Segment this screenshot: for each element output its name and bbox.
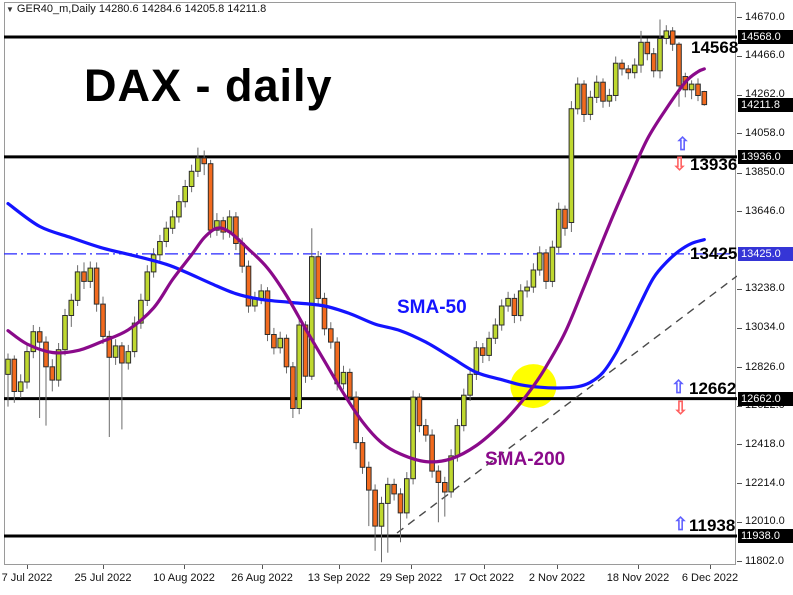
date-label: 10 Aug 2022 [153, 572, 215, 584]
date-tick [184, 565, 185, 569]
price-tick-label: 13646.0 [745, 204, 785, 217]
time-axis[interactable]: 7 Jul 2022 25 Jul 2022 10 Aug 2022 26 Au… [0, 565, 793, 595]
date-tick [103, 565, 104, 569]
level-label-11938[interactable]: 11938 [689, 516, 736, 535]
price-badge-13425.0: 13425.0 [738, 246, 793, 261]
arrow-down-icon[interactable]: ⇩ [672, 154, 688, 174]
price-tick [737, 17, 742, 19]
price-tick [737, 172, 742, 174]
date-label: 2 Nov 2022 [528, 572, 586, 584]
price-tick-label: 14466.0 [745, 49, 785, 62]
price-tick [737, 327, 742, 329]
arrow-up-icon[interactable]: ⇧ [673, 514, 689, 534]
date-tick [638, 565, 639, 569]
date-tick [411, 565, 412, 569]
price-tick [737, 211, 742, 213]
date-tick [339, 565, 340, 569]
price-badge-11938.0: 11938.0 [738, 529, 793, 543]
price-tick [737, 133, 742, 135]
level-label-13936[interactable]: 13936 [690, 155, 738, 174]
level-label-13425[interactable]: 13425 [690, 244, 738, 263]
price-tick-label: 11802.0 [745, 554, 784, 567]
sma50-line[interactable] [6, 202, 706, 390]
candles-layer [5, 19, 708, 563]
date-label: 25 Jul 2022 [74, 572, 132, 584]
price-tick-label: 14058.0 [745, 126, 785, 139]
price-tick [737, 521, 742, 523]
price-tick [737, 94, 742, 96]
price-tick [737, 367, 742, 368]
price-tick [737, 561, 742, 563]
price-tick [737, 444, 742, 446]
date-label: 6 Dec 2022 [681, 572, 739, 584]
price-tick [737, 288, 742, 290]
date-tick [710, 565, 711, 569]
level-label-12662[interactable]: 12662 [689, 379, 737, 398]
sma200-label-annotation[interactable]: SMA-200 [485, 449, 566, 470]
price-tick-label: 12418.0 [745, 437, 785, 450]
level-label-14568[interactable]: 14568 [691, 38, 739, 57]
price-tick [737, 55, 742, 57]
price-tick-label: 13034.0 [745, 321, 785, 333]
price-badge-13936.0: 13936.0 [738, 149, 793, 164]
date-tick [484, 565, 485, 569]
arrow-down-icon[interactable]: ⇩ [673, 398, 689, 418]
price-tick-label: 12010.0 [745, 515, 785, 528]
arrow-up-icon[interactable]: ⇧ [671, 377, 687, 397]
symbol-ohlc-text: GER40_m,Daily 14280.6 14284.6 14205.8 14… [16, 3, 267, 15]
date-label: 7 Jul 2022 [1, 572, 53, 584]
price-badge-14211.8: 14211.8 [738, 97, 793, 112]
price-tick-label: 14670.0 [745, 10, 785, 23]
price-tick-label: 12826.0 [745, 360, 785, 373]
price-axis[interactable]: 14670.0 14466.0 14262.0 14058.0 13850.0 … [737, 0, 793, 567]
price-tick-label: 13850.0 [745, 166, 785, 179]
symbol-info-bar: ▼ GER40_m,Daily 14280.6 14284.6 14205.8 1… [6, 3, 266, 15]
sma200-line[interactable] [6, 67, 706, 464]
price-tick-label: 14262.0 [745, 88, 785, 101]
arrow-up-icon[interactable]: ⇧ [675, 134, 691, 154]
chart-title-annotation[interactable]: DAX - daily [84, 60, 333, 111]
price-tick [737, 483, 742, 485]
price-badge-14568.0: 14568.0 [738, 30, 793, 44]
date-label: 29 Sep 2022 [379, 572, 443, 584]
date-tick [557, 565, 558, 569]
price-tick-label: 12214.0 [745, 476, 785, 489]
date-tick [27, 565, 28, 569]
price-badge-12662.0: 12662.0 [738, 391, 793, 406]
date-label: 17 Oct 2022 [454, 572, 514, 584]
sma50-label-annotation[interactable]: SMA-50 [397, 297, 467, 318]
date-tick [262, 565, 263, 569]
date-label: 13 Sep 2022 [307, 572, 371, 584]
date-label: 26 Aug 2022 [231, 572, 293, 584]
price-tick [737, 405, 742, 407]
price-tick-label: 13238.0 [745, 282, 785, 295]
date-label: 18 Nov 2022 [606, 572, 670, 584]
symbol-dropdown-icon[interactable]: ▼ [6, 5, 14, 14]
